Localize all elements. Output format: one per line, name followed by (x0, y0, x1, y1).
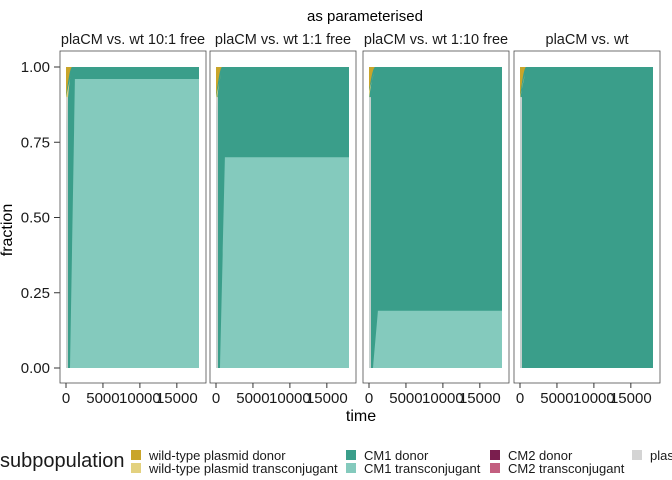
legend-item: CM1 donor (346, 447, 429, 463)
legend-swatch (346, 450, 356, 460)
area-plasmid-free (520, 97, 522, 368)
legend-swatch (490, 463, 500, 473)
area-plasmid-free (216, 97, 218, 368)
legend-title: subpopulation (0, 450, 125, 472)
legend-label: plas (650, 447, 672, 463)
legend-item: CM2 transconjugant (490, 460, 625, 476)
area-cm1-transconjugant (216, 157, 349, 368)
chart-title: as parameterised (307, 8, 423, 25)
facet-title: plaCM vs. wt 10:1 free (61, 32, 205, 48)
y-tick-label: 1.00 (21, 59, 50, 76)
x-tick-label: 15000 (306, 390, 348, 407)
legend-label: CM1 donor (364, 447, 429, 463)
area-plasmid-free (369, 97, 371, 368)
legend-item: plas (632, 447, 672, 463)
x-axis-label: time (346, 408, 376, 425)
y-axis-ticks: 0.00 0.25 0.50 0.75 1.00 (21, 59, 60, 377)
facet-title: plaCM vs. wt (546, 32, 629, 48)
legend-swatch (131, 463, 141, 473)
legend-swatch (632, 450, 642, 460)
legend-swatch (346, 463, 356, 473)
x-tick-label: 0 (212, 390, 220, 407)
y-tick-label: 0.25 (21, 285, 50, 302)
facet-title: plaCM vs. wt 1:1 free (215, 32, 351, 48)
x-tick-label: 0 (62, 390, 70, 407)
legend-label: CM1 transconjugant (364, 460, 481, 476)
x-tick-label: 10000 (119, 390, 161, 407)
legend: subpopulation wild-type plasmid donor wi… (0, 444, 672, 480)
y-tick-label: 0.00 (21, 360, 50, 377)
legend-item: wild-type plasmid donor (131, 447, 286, 463)
area-wt-transconjugant (216, 74, 221, 113)
x-tick-label: 10000 (573, 390, 615, 407)
x-tick-label: 0 (365, 390, 373, 407)
x-tick-label: 5000 (86, 390, 119, 407)
y-tick-label: 0.75 (21, 134, 50, 151)
legend-label: wild-type plasmid transconjugant (149, 460, 338, 476)
x-tick-label: 5000 (236, 390, 269, 407)
legend-label: CM2 transconjugant (508, 460, 625, 476)
legend-item: CM2 donor (490, 447, 573, 463)
legend-item: CM1 transconjugant (346, 460, 481, 476)
x-tick-label: 5000 (540, 390, 573, 407)
area-cm1-transconjugant (66, 79, 199, 368)
x-tick-label: 0 (516, 390, 524, 407)
x-tick-label: 15000 (610, 390, 652, 407)
chart: as parameterised time fraction 0.000.250… (0, 8, 661, 425)
legend-swatch (490, 450, 500, 460)
x-tick-label: 15000 (459, 390, 501, 407)
legend-swatch (131, 450, 141, 460)
area-plasmid-free (66, 97, 68, 368)
legend-label: CM2 donor (508, 447, 573, 463)
area-wt-donor (369, 67, 376, 92)
area-cm1-transconjugant (369, 310, 502, 368)
y-axis-label: fraction (0, 204, 16, 256)
legend-item: wild-type plasmid transconjugant (131, 460, 338, 476)
x-tick-label: 10000 (269, 390, 311, 407)
area-wt-donor (520, 67, 527, 98)
legend-label: wild-type plasmid donor (149, 447, 286, 463)
x-tick-label: 10000 (422, 390, 464, 407)
y-tick-label: 0.50 (21, 210, 50, 227)
area-wt-donor (216, 67, 223, 98)
area-wt-donor (66, 67, 73, 98)
x-tick-label: 15000 (156, 390, 198, 407)
x-tick-label: 5000 (389, 390, 422, 407)
facet-title: plaCM vs. wt 1:10 free (364, 32, 508, 48)
area-cm1-donor (520, 67, 653, 368)
